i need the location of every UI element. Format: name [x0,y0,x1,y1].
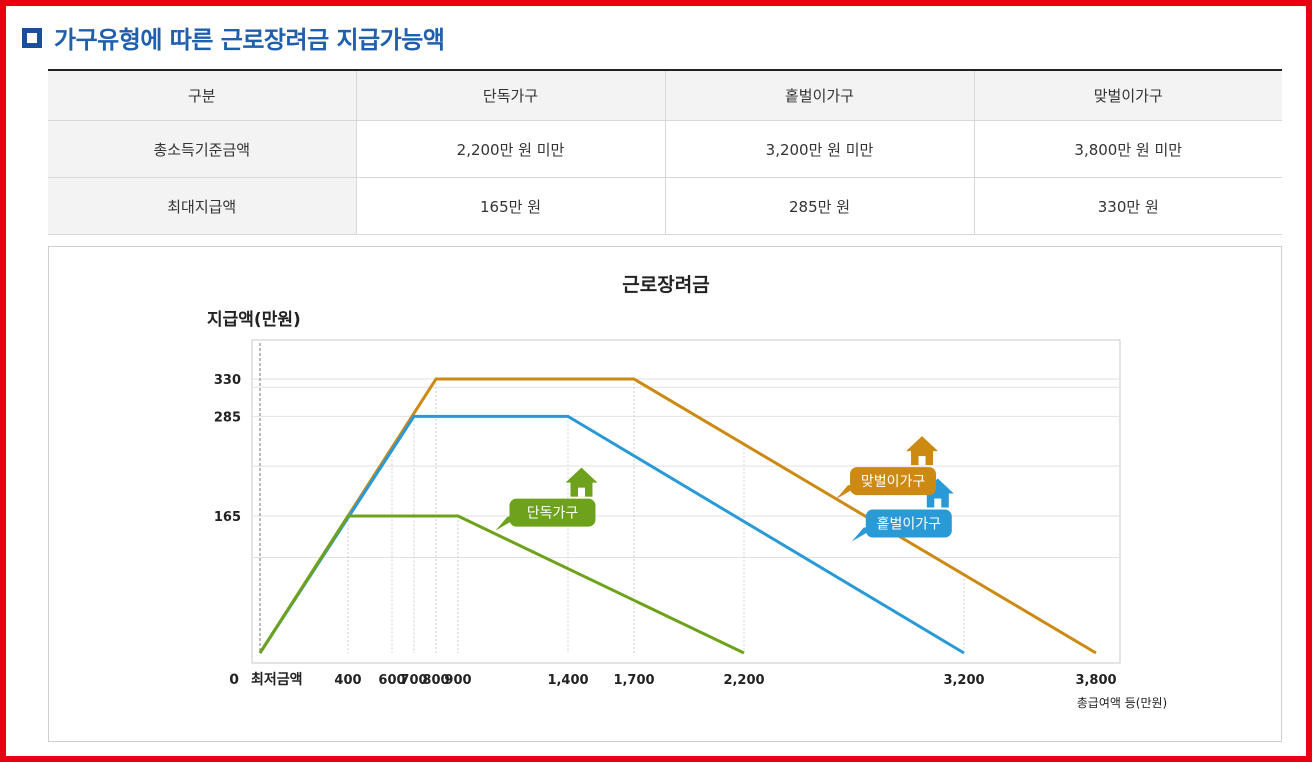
callout-label: 단독가구 [527,506,579,522]
x-tick-label: 800 [422,673,449,688]
x-tick-label: 2,200 [723,673,764,688]
row-header-cell: 총소득기준금액 [48,120,356,178]
y-tick-label: 330 [214,373,241,388]
incentive-chart: 근로장려금 지급액(만원) 총급여액 등(만원) 최저금액 400 60070080… [207,274,1167,710]
header-cell: 홑벌이가구 [664,70,974,121]
table-cell: 2,200만 원 미만 [355,120,665,178]
x-tick-label: 1,700 [613,673,654,688]
y-tick-label: 165 [214,510,241,525]
callout-label: 홑벌이가구 [877,517,942,533]
table-cell: 330만 원 [973,177,1282,235]
header-cell: 맞벌이가구 [973,70,1282,121]
series-lines [258,377,1097,655]
table-cell: 3,200만 원 미만 [664,120,974,178]
section-heading: 가구유형에 따른 근로장려금 지급가능액 [22,20,445,55]
x-tick-label: 900 [444,673,471,688]
section-title: 가구유형에 따른 근로장려금 지급가능액 [54,26,445,54]
guide-lines [259,343,965,653]
callout-bubble [509,498,596,527]
y-axis-label: 지급액(만원) [207,310,301,330]
callout-bubble [865,509,952,538]
table-row: 최대지급액 165만 원 285만 원 330만 원 [48,177,1282,235]
house-icon [906,436,939,466]
header-cell: 구분 [48,70,356,121]
y-tick-label: 0 [229,672,239,688]
row-header-cell: 최대지급액 [48,177,356,235]
header-cell: 단독가구 [355,70,665,121]
chart-container: 근로장려금 지급액(만원) 총급여액 등(만원) 최저금액 400 600 700 80… [48,246,1282,742]
callout-bubble [850,467,937,496]
table-cell: 285만 원 [664,177,974,235]
house-roof [565,467,598,483]
table-header-row: 구분 단독가구 홑벌이가구 맞벌이가구 [48,70,1282,121]
house-door [934,498,942,508]
house-roof [906,436,939,452]
table-row: 총소득기준금액 2,200만 원 미만 3,200만 원 미만 3,800만 원… [48,120,1282,178]
series-callout: 맞벌이가구 [836,436,939,500]
x-tick-label: 3,800 [1075,673,1116,688]
y-tick-label: 285 [214,410,241,425]
chart-title: 근로장려금 [622,274,709,296]
square-bullet-icon [22,27,42,48]
x-tick-label: 600 [378,673,405,688]
table-cell: 3,800만 원 미만 [973,120,1282,178]
x-tick-label: 700 [400,673,427,688]
callout-label: 맞벌이가구 [861,474,926,490]
callout-pointer [495,516,520,531]
house-icon [565,467,598,497]
series-callout: 단독가구 [495,467,598,531]
house-door [918,456,926,466]
x-axis-label: 총급여액 등(만원) [1077,696,1167,710]
x-tick-label: 1,400 [547,673,588,688]
series-line [258,514,745,655]
x-tick-label: 최저금액 [251,671,303,688]
eligibility-table: 구분 단독가구 홑벌이가구 맞벌이가구 총소득기준금액 2,200만 원 미만 … [48,69,1282,235]
callout-pointer [851,527,876,542]
table-cell: 165만 원 [355,177,665,235]
x-tick-label: 400 [334,673,361,688]
series-callout: 홑벌이가구 [851,478,954,542]
x-tick-label: 3,200 [943,673,984,688]
house-door [577,487,585,497]
plot-area [251,339,1121,664]
